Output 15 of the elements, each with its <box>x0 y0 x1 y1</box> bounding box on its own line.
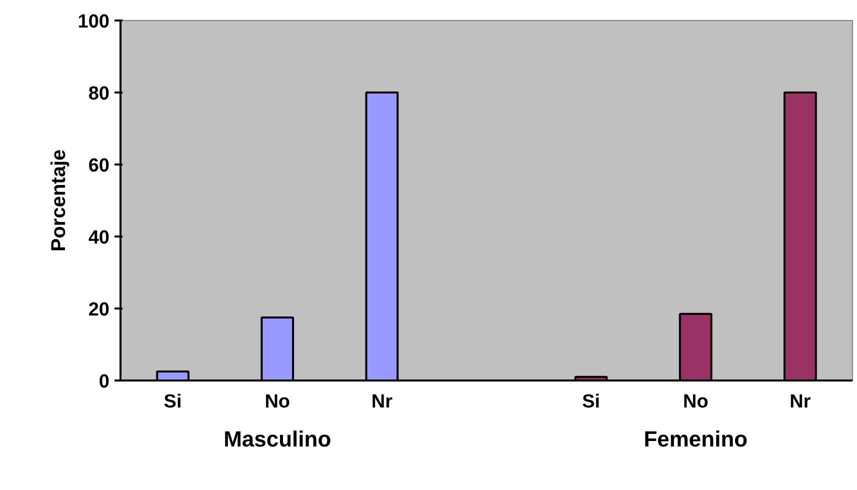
x-tick-label: No <box>682 392 708 412</box>
x-tick-label: Nr <box>790 392 812 412</box>
x-tick-label: Nr <box>371 392 394 412</box>
x-tick-label: Si <box>582 392 600 412</box>
text: Masculino <box>224 426 332 452</box>
y-axis-title: Porcentaje <box>48 149 70 252</box>
x-tick-label: No <box>264 392 290 412</box>
x-tick-label: Si <box>164 392 182 412</box>
y-tick-label: 80 <box>88 84 110 104</box>
y-tick-label: 60 <box>88 156 110 176</box>
y-tick-label: 0 <box>98 372 110 392</box>
y-tick-label: 100 <box>78 12 110 32</box>
text: Femenino <box>644 426 748 452</box>
y-tick-label: 40 <box>88 228 110 248</box>
y-tick-label: 20 <box>88 300 110 320</box>
